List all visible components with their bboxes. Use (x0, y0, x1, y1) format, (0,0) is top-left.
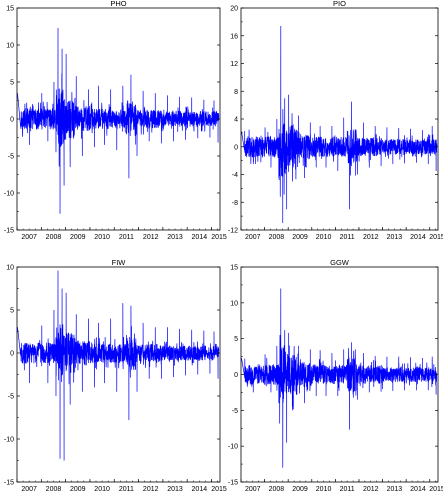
x-tick-label: 2007 (21, 234, 37, 241)
y-tick-label: 0 (10, 117, 14, 124)
x-tick-label: 2007 (245, 234, 261, 241)
y-tick-label: 5 (10, 80, 14, 87)
x-tick-label: 2012 (143, 486, 159, 493)
y-tick-label: 4 (234, 117, 238, 124)
y-tick-label: -10 (4, 437, 14, 444)
x-tick-label: 2009 (70, 234, 86, 241)
chart-title: GGW (330, 258, 350, 267)
y-tick-label: 0 (10, 351, 14, 358)
chart-panel-ggw: GGW -15 -10 -5 0 5 10 15 2007 2008 2009 2010 2011 201… (228, 258, 443, 493)
y-tick-label: -5 (8, 154, 14, 161)
y-tick-label: 15 (6, 6, 14, 13)
x-tick-label: 2014 (410, 486, 426, 493)
y-tick-label: 10 (230, 300, 238, 307)
x-tick-label: 2014 (410, 234, 426, 241)
y-tick-label: -15 (4, 228, 14, 235)
y-tick-label: 10 (6, 43, 14, 50)
y-tick-label: -15 (4, 480, 14, 487)
chart-title: FIW (112, 258, 127, 267)
x-tick-label: 2011 (340, 234, 355, 241)
x-tick-label: 2009 (292, 234, 308, 241)
y-tick-label: -5 (232, 408, 238, 415)
series-line (241, 288, 438, 468)
x-tick-label: 2010 (316, 234, 332, 241)
chart-panel-pio: PIO -12 -8 -4 0 4 8 12 16 20 2007 2008 2009 2010 2011 2… (228, 0, 443, 241)
x-tick-label: 2012 (363, 234, 379, 241)
x-tick-label: 2012 (143, 234, 159, 241)
x-tick-label: 2011 (119, 234, 134, 241)
y-tick-label: 15 (230, 265, 238, 272)
series-line (241, 26, 438, 224)
series-line (17, 270, 220, 461)
chart-panel-pho: PHO -15 -10 -5 0 5 10 15 2007 2008 2009 2010 2011 201… (4, 0, 227, 241)
x-tick-label: 2015 (211, 234, 227, 241)
x-tick-label: 2009 (292, 486, 308, 493)
x-tick-label: 2012 (363, 486, 379, 493)
plot-frame (16, 266, 221, 483)
x-tick-label: 2008 (46, 234, 62, 241)
y-tick-label: 8 (234, 89, 238, 96)
x-tick-label: 2013 (167, 486, 183, 493)
x-tick-label: 2013 (387, 234, 403, 241)
x-tick-label: 2015 (429, 234, 443, 241)
y-tick-label: -12 (228, 228, 238, 235)
x-tick-label: 2014 (192, 486, 208, 493)
x-tick-label: 2010 (316, 486, 332, 493)
x-tick-label: 2007 (21, 486, 37, 493)
y-tick-label: 5 (10, 308, 14, 315)
y-tick-label: 0 (234, 144, 238, 151)
y-tick-label: -8 (232, 200, 238, 207)
x-tick-label: 2011 (340, 486, 355, 493)
x-tick-label: 2013 (167, 234, 183, 241)
x-tick-label: 2008 (46, 486, 62, 493)
chart-title: PIO (333, 0, 346, 8)
y-tick-label: 10 (6, 265, 14, 272)
chart-panel-fiw: FIW -15 -10 -5 0 5 10 2007 2008 2009 2010 2011 2012 2… (4, 258, 227, 493)
x-tick-label: 2010 (94, 234, 110, 241)
x-tick-label: 2015 (429, 486, 443, 493)
x-tick-label: 2015 (211, 486, 227, 493)
x-tick-label: 2010 (94, 486, 110, 493)
y-tick-label: -15 (228, 480, 238, 487)
y-tick-label: 12 (230, 61, 238, 68)
y-tick-label: -5 (8, 394, 14, 401)
y-tick-label: 0 (234, 372, 238, 379)
x-tick-label: 2014 (192, 234, 208, 241)
x-tick-label: 2009 (70, 486, 86, 493)
y-tick-label: -10 (4, 191, 14, 198)
chart-title: PHO (110, 0, 126, 8)
x-tick-label: 2013 (387, 486, 403, 493)
x-tick-label: 2007 (245, 486, 261, 493)
x-tick-label: 2011 (119, 486, 134, 493)
y-tick-label: 16 (230, 33, 238, 40)
y-tick-label: -10 (228, 444, 238, 451)
y-tick-label: 5 (234, 336, 238, 343)
y-tick-label: 20 (230, 6, 238, 13)
x-tick-label: 2008 (269, 486, 285, 493)
plot-frame (240, 7, 439, 231)
x-tick-label: 2008 (269, 234, 285, 241)
series-line (17, 27, 220, 214)
y-tick-label: -4 (232, 172, 238, 179)
